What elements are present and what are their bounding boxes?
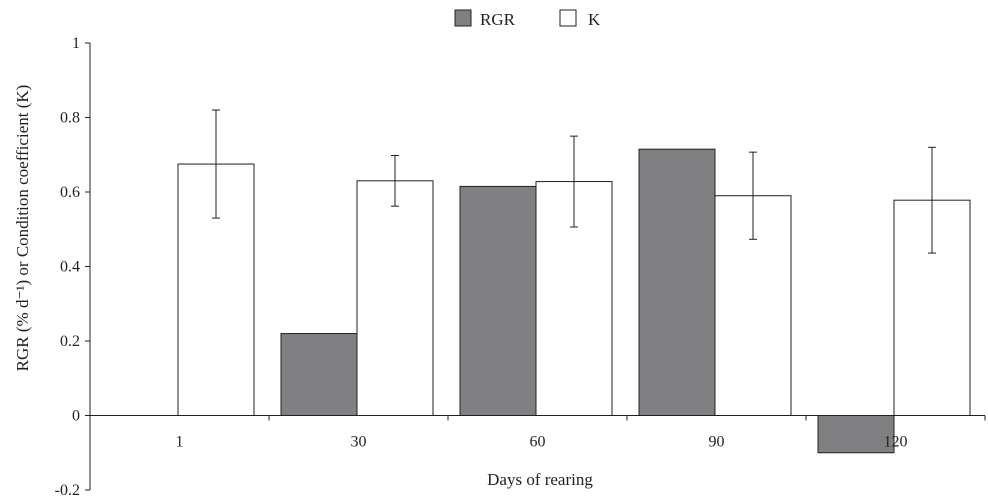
x-tick-label: 120 (884, 434, 908, 451)
bar-rgr (459, 185, 537, 416)
y-tick-label: 0.4 (60, 259, 80, 276)
bar-rgr (817, 415, 895, 454)
x-tick-label: 1 (176, 434, 184, 451)
x-tick-label: 90 (709, 434, 725, 451)
y-tick-label: 0.8 (60, 110, 80, 127)
y-axis-title: RGR (% d⁻¹) or Condition coefficient (K) (13, 85, 32, 372)
plot-area: 1 0.8 0.6 0.4 0.2 0 -0.2 1 30 60 90 120 (55, 35, 986, 499)
y-tick-label: -0.2 (55, 482, 80, 499)
bar-k (356, 180, 434, 416)
x-axis-title: Days of rearing (487, 470, 593, 489)
x-tick-label: 30 (351, 434, 367, 451)
legend-swatch-rgr (454, 9, 472, 27)
y-tick-label: 1 (72, 35, 80, 52)
y-tick-label: 0.6 (60, 184, 80, 201)
y-tick-label: 0.2 (60, 333, 80, 350)
legend-label-rgr: RGR (480, 10, 516, 29)
legend: RGR K (454, 9, 601, 29)
y-tick-label: 0 (72, 408, 80, 425)
bar-rgr (638, 148, 716, 416)
legend-label-k: K (588, 10, 601, 29)
bar-rgr (280, 333, 358, 416)
legend-swatch-k (559, 9, 577, 27)
x-tick-label: 60 (530, 434, 546, 451)
